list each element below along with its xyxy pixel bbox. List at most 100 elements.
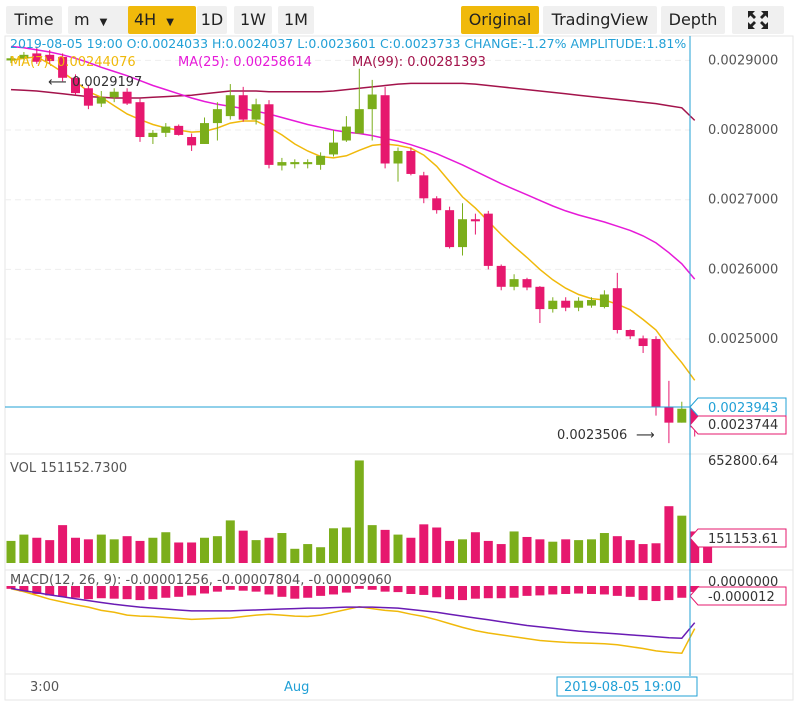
macd-histogram-bar [96,586,106,599]
volume-bar [329,528,338,563]
macd-dea-line [10,587,696,639]
candle-body [135,102,145,138]
volume-bar [200,537,209,563]
macd-histogram-bar [277,586,287,597]
minute-interval-dropdown[interactable]: m ▼ [68,6,134,34]
volume-bar [71,537,80,563]
macd-histogram-bar [612,586,622,596]
candlestick-series [6,46,700,444]
volume-current-tag [689,528,787,548]
candle-body [174,125,184,135]
volume-bar [587,539,596,563]
macd-histogram-bar [45,586,55,596]
volume-bar [122,536,132,563]
current-price-tag [689,397,787,417]
macd-histogram-bar [174,586,184,597]
candle-body [32,53,42,62]
macd-histogram-bar [535,586,545,596]
volume-bar [432,527,442,563]
volume-bar [445,540,455,563]
volume-bar [341,527,351,563]
arrow-left-icon: ⟵ [48,75,67,90]
time-button[interactable]: Time [6,6,62,34]
macd-histogram-bar [432,586,442,598]
volume-bar [509,531,519,563]
expand-icon [748,11,768,29]
volume-bar [212,536,222,563]
close-price-tag [689,415,787,435]
candle-body [71,77,80,94]
candle-body [83,88,93,106]
fullscreen-button[interactable] [732,6,784,34]
candle-body [445,210,455,248]
week-interval-button[interactable]: 1W [234,6,272,34]
volume-bar [354,460,364,563]
volume-bar [574,540,584,563]
macd-histogram-bar [238,586,248,591]
volume-bar [470,532,480,563]
macd-histogram-bar [548,586,558,595]
volume-bar [19,534,29,563]
month-interval-button[interactable]: 1M [278,6,314,34]
candle-body [380,95,390,164]
candle-body [6,58,16,61]
current-price-value: 0.0023943 [708,401,778,416]
macd-histogram-bar [109,586,119,599]
volume-bar [109,539,119,563]
volume-bar [703,539,713,563]
caret-down-icon: ▼ [99,17,108,28]
macd-histogram-bar [496,586,506,599]
candle-body [509,279,519,287]
close-price-value: 0.0023744 [708,418,778,433]
macd-histogram-bar [200,586,209,594]
candle-body [341,126,351,141]
volume-bar [58,525,68,563]
toolbar: Time m ▼ 4H ▼ 1D 1W 1M Original TradingVie… [6,6,786,34]
candle-body [225,95,235,117]
day-interval-button[interactable]: 1D [197,6,227,34]
macd-label: MACD(12, 26, 9): -0.00001256, -0.0000780… [10,573,392,588]
volume-bar [290,548,300,563]
volume-bar [599,533,609,563]
volume-bar [535,539,545,563]
candle-body [599,294,609,308]
candle-body [277,162,287,166]
x-cursor-date: 2019-08-05 19:00 [564,680,681,695]
candle-body [316,155,326,165]
tradingview-button[interactable]: TradingView [543,6,657,34]
macd-histogram-bar [458,586,467,601]
hour-interval-dropdown[interactable]: 4H ▼ [128,6,196,34]
volume-bar [496,544,506,563]
macd-histogram-bar [651,586,661,602]
candle-body [96,97,106,104]
macd-histogram-bar [251,586,261,592]
x-axis-label-left: 3:00 [30,680,59,695]
ma25-line [10,45,696,280]
macd-histogram-bar [161,586,171,598]
candle-body [354,109,364,134]
minute-label: m [74,10,90,29]
volume-bar [522,536,532,563]
candle-body [651,339,661,407]
macd-histogram-bar [354,586,364,589]
volume-bars [6,460,713,563]
interval-label: 4H [134,10,157,29]
candle-body [483,213,493,266]
ma99-label: MA(99): 0.00281393 [352,55,486,70]
volume-bar [690,531,700,563]
ohlc-info: 2019-08-05 19:00 O:0.0024033 H:0.0024037… [10,36,686,51]
macd-histogram-bar [316,586,326,596]
macd-current-value: -0.000012 [708,590,775,605]
original-view-button[interactable]: Original [461,6,539,34]
volume-bar [225,520,235,563]
volume-bar [419,524,429,563]
volume-bar [161,532,171,563]
candle-body [329,142,338,155]
candle-body [58,56,68,78]
depth-button[interactable]: Depth [661,6,725,34]
macd-histogram-bar [135,586,145,601]
volume-bar [96,534,106,563]
volume-bar [135,540,145,563]
volume-bar [561,539,571,563]
